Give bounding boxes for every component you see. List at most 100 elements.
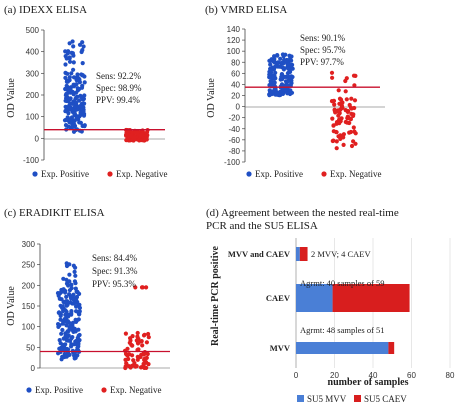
ytick-label: -100 [23, 156, 40, 165]
ytick-label: 100 [26, 113, 40, 122]
data-point-negative [332, 102, 337, 107]
data-point-positive [75, 94, 80, 99]
bar-su5-caev [388, 342, 395, 354]
data-point-positive [66, 347, 71, 352]
data-point-positive [77, 42, 83, 47]
panel-c-stat-sens: Sens: 84.4% [92, 253, 138, 263]
data-point-positive [279, 60, 284, 65]
data-point-positive [72, 111, 77, 116]
data-point-positive [59, 331, 64, 336]
data-point-positive [64, 79, 69, 84]
data-point-positive [57, 338, 62, 343]
data-point-positive [72, 279, 77, 284]
data-point-negative [336, 113, 341, 118]
data-point-positive [77, 332, 82, 338]
data-point-positive [271, 58, 276, 64]
data-point-positive [64, 338, 69, 343]
data-point-positive [77, 120, 82, 125]
data-point-positive [66, 124, 71, 129]
xtick-label: 0 [294, 371, 299, 380]
panel-d-legend-caev: SU5 CAEV [364, 394, 407, 404]
ytick-label: 0 [35, 134, 40, 143]
ytick-label: -100 [224, 158, 241, 167]
data-point-positive [68, 88, 73, 93]
data-point-positive [72, 351, 77, 356]
ytick-label: 80 [231, 58, 240, 67]
data-point-positive [75, 72, 80, 77]
ytick-label: 140 [227, 25, 241, 34]
legend-marker-positive [32, 171, 38, 177]
data-point-negative [346, 109, 351, 114]
legend-marker-positive [246, 171, 252, 177]
data-point-negative [141, 362, 146, 367]
data-point-positive [270, 89, 275, 94]
data-point-negative [124, 361, 129, 366]
xtick-label: 60 [407, 371, 416, 380]
data-point-negative [347, 130, 352, 135]
data-point-negative [146, 331, 151, 337]
panel-a-points [62, 39, 150, 143]
panel-b-ylabel: OD Value [206, 78, 217, 118]
data-point-positive [63, 98, 68, 103]
data-point-negative [140, 285, 145, 290]
data-point-negative [352, 83, 357, 88]
data-point-positive [66, 314, 71, 319]
data-point-negative [348, 117, 353, 122]
data-point-negative [343, 89, 348, 94]
data-point-negative [347, 102, 352, 108]
data-point-positive [268, 62, 273, 67]
data-point-positive [275, 53, 280, 58]
ytick-label: 60 [231, 69, 240, 78]
data-point-negative [330, 116, 335, 121]
panel-b-stat-spec: Spec: 95.7% [300, 45, 346, 55]
panel-d: (d) Agreement between the nested real-ti… [206, 207, 455, 404]
legend-swatch-su5-mvv [297, 395, 304, 402]
panel-b-legend-negative: Exp. Negative [330, 169, 381, 179]
data-point-negative [138, 365, 144, 370]
data-point-positive [81, 113, 87, 118]
legend-marker-negative [101, 387, 107, 393]
data-point-negative [144, 340, 149, 345]
panel-d-ylabel: Real-time PCR positive [210, 245, 221, 346]
data-point-positive [64, 263, 70, 269]
data-point-positive [286, 66, 291, 71]
data-point-positive [284, 57, 289, 63]
data-point-positive [69, 282, 74, 287]
data-point-positive [285, 91, 290, 96]
data-point-positive [74, 338, 79, 343]
data-point-positive [74, 309, 79, 314]
data-point-negative [337, 96, 343, 101]
data-point-negative [123, 365, 128, 371]
data-point-positive [67, 75, 72, 80]
data-point-positive [71, 75, 77, 80]
data-point-positive [71, 60, 76, 65]
data-point-negative [332, 107, 337, 112]
data-point-positive [70, 101, 75, 106]
data-point-positive [81, 44, 86, 49]
data-point-negative [136, 347, 141, 352]
data-point-positive [73, 317, 78, 322]
data-point-positive [62, 317, 67, 322]
data-point-negative [351, 125, 356, 130]
data-point-negative [133, 285, 138, 290]
data-point-positive [67, 97, 72, 102]
data-point-positive [75, 75, 80, 80]
panel-a: (a) IDEXX ELISA OD Value 500 400 300 200 100… [4, 4, 167, 179]
ytick-label: -40 [228, 125, 240, 134]
data-point-positive [57, 323, 62, 328]
category-label: MVV [270, 343, 291, 353]
data-point-positive [267, 75, 272, 80]
ytick-label: 300 [26, 69, 40, 78]
data-point-positive [286, 70, 291, 75]
data-point-positive [73, 273, 78, 278]
panel-d-title-line2: PCR and the SU5 ELISA [206, 220, 318, 232]
bar-su5-mvv [296, 342, 389, 354]
data-point-positive [69, 311, 74, 316]
data-point-positive [273, 76, 278, 81]
data-point-positive [67, 59, 73, 64]
data-point-negative [144, 135, 149, 140]
data-point-positive [65, 71, 70, 76]
data-point-positive [65, 319, 71, 324]
ytick-label: 20 [231, 92, 240, 101]
